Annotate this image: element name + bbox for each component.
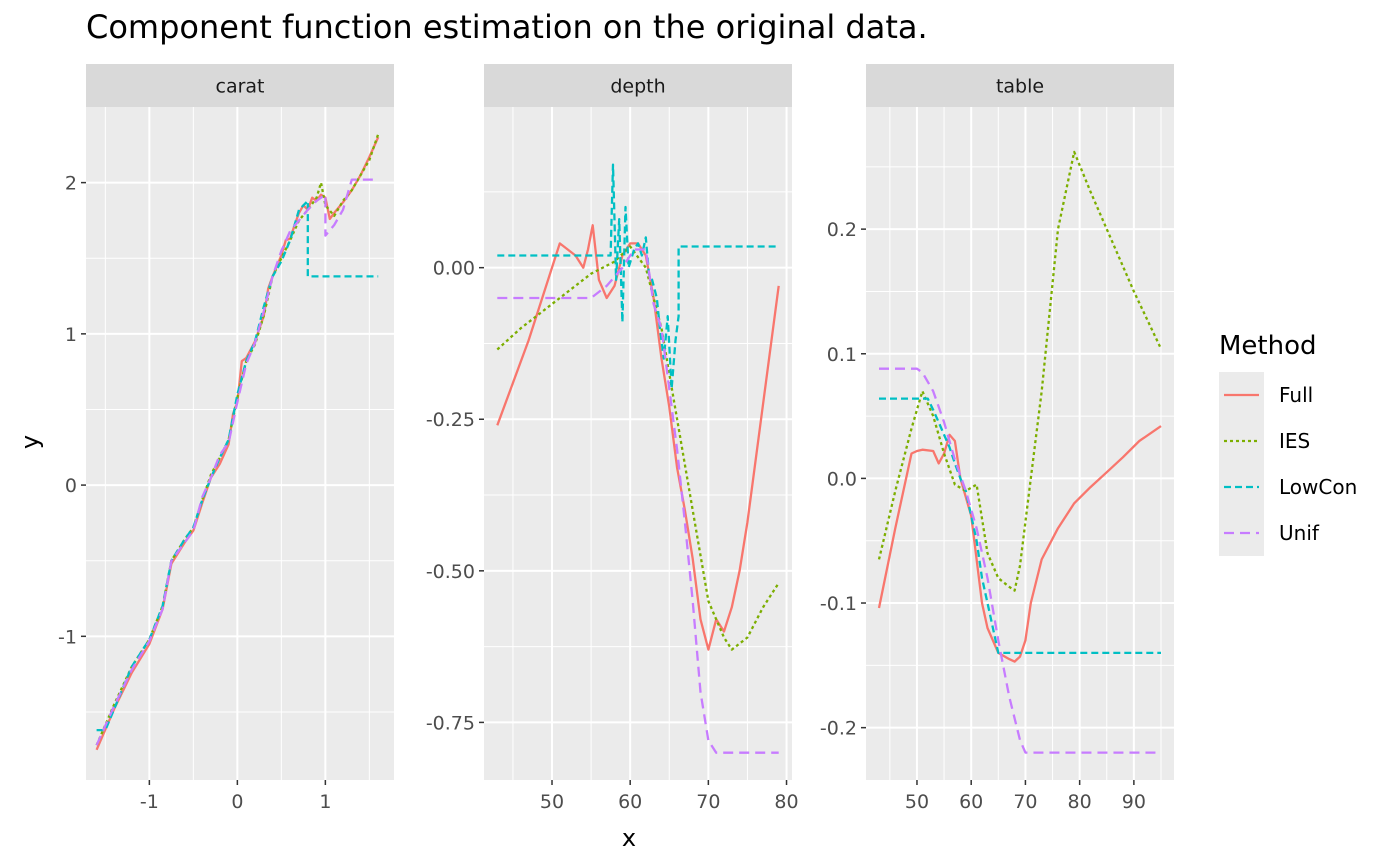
x-tick-label: 90 — [1122, 791, 1146, 813]
y-tick-label: -0.2 — [820, 718, 857, 740]
x-axis-title: x — [622, 824, 636, 852]
x-tick-label: 70 — [696, 791, 720, 813]
chart-title: Component function estimation on the ori… — [86, 8, 928, 46]
y-tick-label: -0.75 — [426, 712, 475, 734]
x-tick-label: 60 — [618, 791, 642, 813]
legend-label-full: Full — [1279, 383, 1313, 407]
y-tick-label: -1 — [58, 626, 77, 648]
y-tick-label: 2 — [65, 173, 77, 195]
y-tick-label: 0.2 — [827, 219, 857, 241]
facet-strip — [866, 64, 1174, 107]
x-tick-label: 70 — [1013, 791, 1037, 813]
facet-strip — [484, 64, 792, 107]
series-line-lowcon — [497, 163, 779, 391]
panel-background — [86, 107, 394, 780]
series-line-ies — [496, 245, 780, 651]
legend-label-lowcon: LowCon — [1279, 475, 1357, 499]
series-line-ies — [877, 150, 1163, 592]
facet-strip-label: depth — [610, 76, 665, 98]
y-tick-label: -0.1 — [820, 593, 857, 615]
y-tick-label: -0.25 — [426, 409, 475, 431]
legend: Method Full IES LowCon Unif — [1219, 331, 1357, 556]
x-tick-label: -1 — [140, 791, 159, 813]
facet-strip-label: carat — [216, 76, 265, 98]
panel-background — [484, 107, 792, 780]
legend-label-ies: IES — [1279, 429, 1310, 453]
x-tick-label: 0 — [231, 791, 243, 813]
y-tick-label: 0.0 — [827, 468, 857, 490]
legend-title: Method — [1219, 331, 1317, 361]
y-axis-title: y — [16, 435, 44, 449]
x-tick-label: 1 — [319, 791, 331, 813]
panel-depth: depth 50 60 70 80 -0.75 -0.50 -0.25 0.00 — [426, 64, 799, 813]
series-line-lowcon — [879, 397, 1161, 655]
legend-label-unif: Unif — [1279, 521, 1320, 545]
series-line-unif — [95, 178, 379, 746]
y-tick-label: 0.1 — [827, 344, 857, 366]
panel-background — [866, 107, 1174, 780]
y-tick-label: 0 — [65, 475, 77, 497]
series-line-full — [877, 425, 1162, 663]
y-tick-label: -0.50 — [426, 561, 475, 583]
x-tick-label: 60 — [959, 791, 983, 813]
y-tick-label: 0.00 — [433, 258, 475, 280]
x-tick-label: 50 — [540, 791, 564, 813]
series-line-unif — [497, 248, 779, 754]
facet-strip — [86, 64, 394, 107]
y-tick-label: 1 — [65, 324, 77, 346]
series-line-unif — [879, 367, 1161, 754]
panel-table: table 50 60 70 80 90 -0.2 -0.1 0.0 0.1 0.2 — [820, 64, 1174, 813]
facet-strip-label: table — [996, 76, 1044, 98]
x-tick-label: 50 — [905, 791, 929, 813]
x-tick-label: 80 — [774, 791, 798, 813]
panel-carat: carat -1 0 1 -1 0 1 2 — [58, 64, 394, 813]
x-tick-label: 80 — [1068, 791, 1092, 813]
